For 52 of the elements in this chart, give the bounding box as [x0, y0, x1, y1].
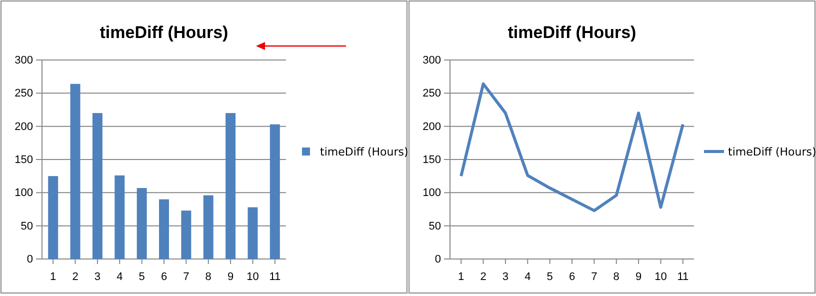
x-tick-label: 6 [568, 271, 576, 284]
bar [114, 175, 125, 259]
y-tick-label: 250 [14, 88, 33, 100]
x-tick-label: 10 [246, 271, 259, 284]
x-tick-label: 11 [677, 271, 689, 284]
legend-label: timeDiff (Hours) [728, 146, 816, 158]
bar [92, 113, 102, 259]
x-tick-label: 4 [116, 271, 123, 284]
y-tick-label: 50 [20, 220, 33, 232]
y-tick-label: 150 [14, 154, 33, 166]
y-tick-label: 100 [422, 187, 441, 200]
chart-title: timeDiff (Hours) [100, 23, 228, 42]
x-tick-label: 8 [205, 271, 212, 284]
x-tick-label: 4 [524, 271, 531, 284]
y-tick-label: 200 [14, 120, 33, 133]
y-tick-label: 250 [422, 88, 441, 100]
bar [48, 176, 58, 259]
y-tick-label: 200 [422, 120, 441, 133]
x-tick-label: 5 [546, 271, 553, 284]
y-tick-label: 150 [422, 154, 441, 166]
x-tick-label: 1 [458, 271, 464, 284]
x-tick-label: 2 [72, 271, 78, 284]
bar [136, 188, 147, 259]
line-series [460, 82, 684, 212]
x-tick-label: 5 [138, 271, 145, 284]
chart-title: timeDiff (Hours) [508, 23, 636, 42]
x-tick-label: 9 [635, 271, 642, 284]
x-tick-label: 1 [50, 271, 56, 284]
bar [70, 84, 80, 259]
bar [159, 199, 169, 259]
bar [270, 124, 280, 259]
y-tick-label: 300 [14, 54, 33, 67]
y-tick-label: 100 [14, 187, 33, 200]
x-tick-label: 3 [502, 271, 509, 284]
y-tick-label: 300 [422, 54, 441, 67]
x-tick-label: 2 [480, 271, 486, 284]
x-tick-label: 7 [591, 271, 598, 284]
bar [203, 195, 214, 259]
y-tick-label: 0 [26, 254, 33, 266]
x-tick-label: 8 [613, 271, 620, 284]
x-tick-label: 11 [269, 271, 281, 284]
x-tick-label: 7 [183, 271, 190, 284]
bar [181, 210, 192, 259]
y-tick-label: 0 [434, 254, 441, 266]
y-tick-label: 50 [428, 220, 441, 232]
bar [248, 207, 258, 259]
x-tick-label: 10 [654, 271, 667, 284]
x-tick-label: 6 [160, 271, 168, 284]
legend-label: timeDiff (Hours) [320, 146, 408, 158]
bar [226, 113, 236, 259]
x-tick-label: 9 [227, 271, 234, 284]
x-tick-label: 3 [94, 271, 101, 284]
